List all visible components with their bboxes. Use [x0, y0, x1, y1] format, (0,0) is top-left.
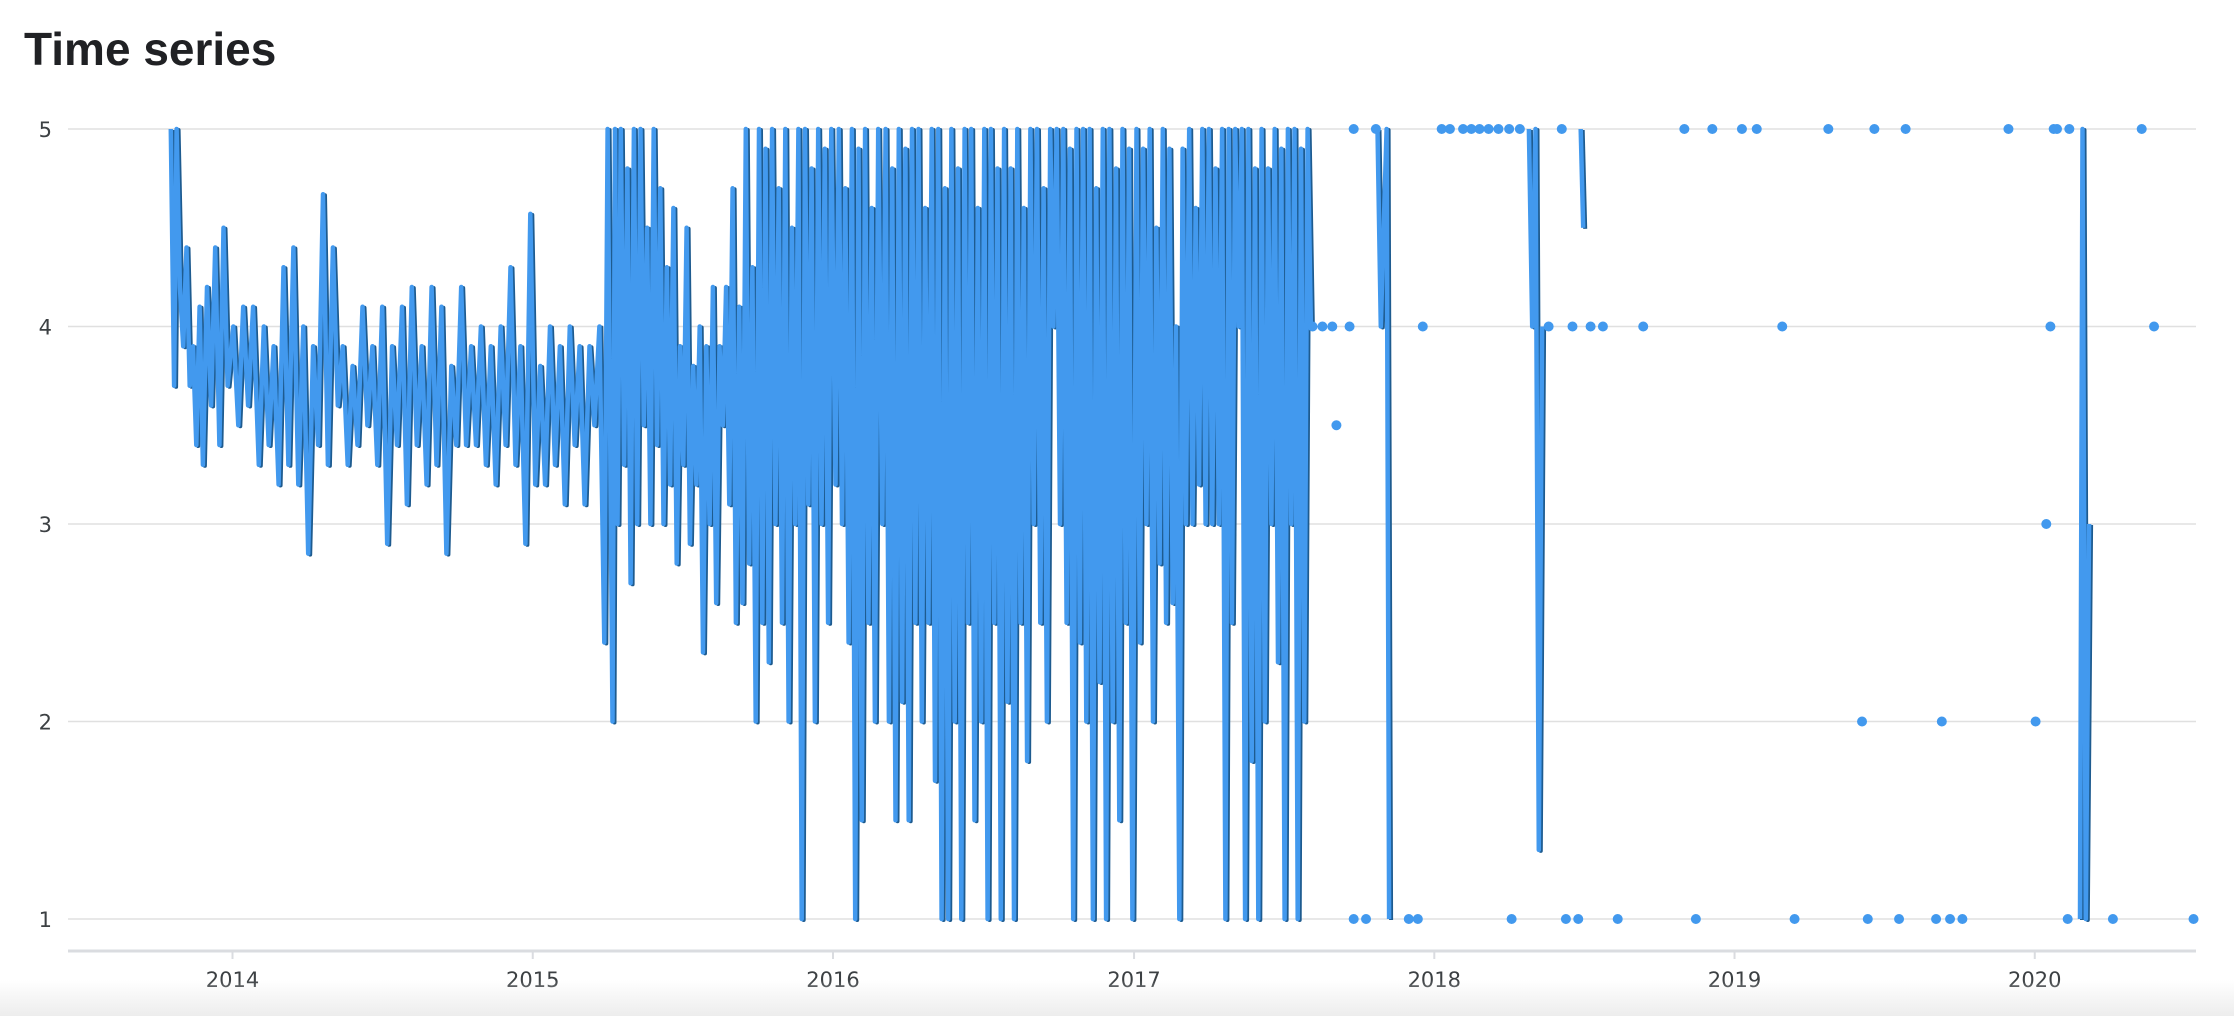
- data-point-59: [2188, 914, 2199, 924]
- data-point-54: [2062, 914, 2073, 924]
- series-line: [168, 126, 2094, 922]
- y-tick-5: 5: [39, 118, 52, 142]
- data-point-42: [1894, 914, 1905, 924]
- data-point-49: [2030, 716, 2041, 727]
- data-point-46: [1945, 914, 1956, 924]
- data-point-50: [2041, 519, 2052, 529]
- data-point-11: [1417, 321, 1428, 332]
- data-point-8: [1370, 124, 1381, 134]
- bottom-scroll-shadow: [0, 980, 2234, 1016]
- data-point-45: [1936, 716, 1947, 727]
- data-point-32: [1690, 914, 1701, 924]
- data-point-6: [1348, 914, 1359, 924]
- series-line-segment-4: [2077, 126, 2092, 922]
- page-title: Time series: [24, 23, 277, 75]
- data-point-35: [1751, 124, 1762, 134]
- data-point-37: [1789, 914, 1800, 924]
- data-point-51: [2045, 321, 2056, 332]
- data-point-22: [1543, 321, 1554, 332]
- data-point-25: [1567, 321, 1578, 332]
- data-point-36: [1777, 321, 1788, 332]
- data-point-1: [1317, 321, 1328, 332]
- series-line-segment-1: [1375, 126, 1392, 920]
- data-point-27: [1585, 321, 1596, 332]
- data-point-48: [2003, 124, 2014, 134]
- data-point-43: [1900, 124, 1911, 134]
- data-point-18: [1493, 124, 1504, 134]
- data-point-24: [1560, 914, 1571, 924]
- series-points: [1307, 124, 2199, 924]
- data-point-58: [2149, 321, 2160, 332]
- data-point-3: [1331, 420, 1342, 431]
- series-line-segment-3: [1578, 128, 1586, 228]
- data-point-40: [1862, 914, 1873, 924]
- data-point-16: [1474, 124, 1485, 134]
- data-point-23: [1556, 124, 1567, 134]
- data-point-17: [1483, 124, 1494, 134]
- data-point-0: [1307, 321, 1318, 332]
- data-point-19: [1504, 124, 1515, 134]
- data-point-12: [1436, 124, 1447, 134]
- y-tick-4: 4: [39, 316, 52, 340]
- data-point-7: [1361, 914, 1372, 924]
- data-point-57: [2136, 124, 2147, 134]
- data-point-21: [1506, 914, 1517, 924]
- data-point-10: [1412, 914, 1423, 924]
- data-point-34: [1736, 124, 1747, 134]
- y-tick-1: 1: [39, 908, 52, 932]
- data-point-30: [1638, 321, 1649, 332]
- data-point-14: [1458, 124, 1469, 134]
- data-point-28: [1597, 321, 1608, 332]
- data-point-29: [1612, 914, 1623, 924]
- data-point-9: [1403, 914, 1414, 924]
- data-point-15: [1466, 124, 1477, 134]
- series-line-segment-2: [1526, 126, 1545, 853]
- series-line-segment-0: [168, 126, 1314, 922]
- y-tick-2: 2: [39, 711, 52, 735]
- data-point-4: [1344, 321, 1355, 332]
- data-point-20: [1514, 124, 1525, 134]
- x-axis: [68, 949, 2196, 959]
- data-point-47: [1957, 914, 1968, 924]
- data-point-41: [1869, 124, 1880, 134]
- data-point-33: [1707, 124, 1718, 134]
- data-point-2: [1327, 321, 1338, 332]
- data-point-38: [1823, 124, 1834, 134]
- y-tick-3: 3: [39, 513, 52, 537]
- data-point-53: [2051, 124, 2062, 134]
- data-point-56: [2107, 914, 2118, 924]
- data-point-44: [1931, 914, 1942, 924]
- data-point-5: [1348, 124, 1359, 134]
- data-point-26: [1573, 914, 1584, 924]
- data-point-13: [1444, 124, 1455, 134]
- data-point-31: [1679, 124, 1690, 134]
- y-tick-labels: 1 2 3 4 5: [39, 118, 52, 932]
- data-point-55: [2064, 124, 2075, 134]
- data-point-39: [1857, 716, 1868, 727]
